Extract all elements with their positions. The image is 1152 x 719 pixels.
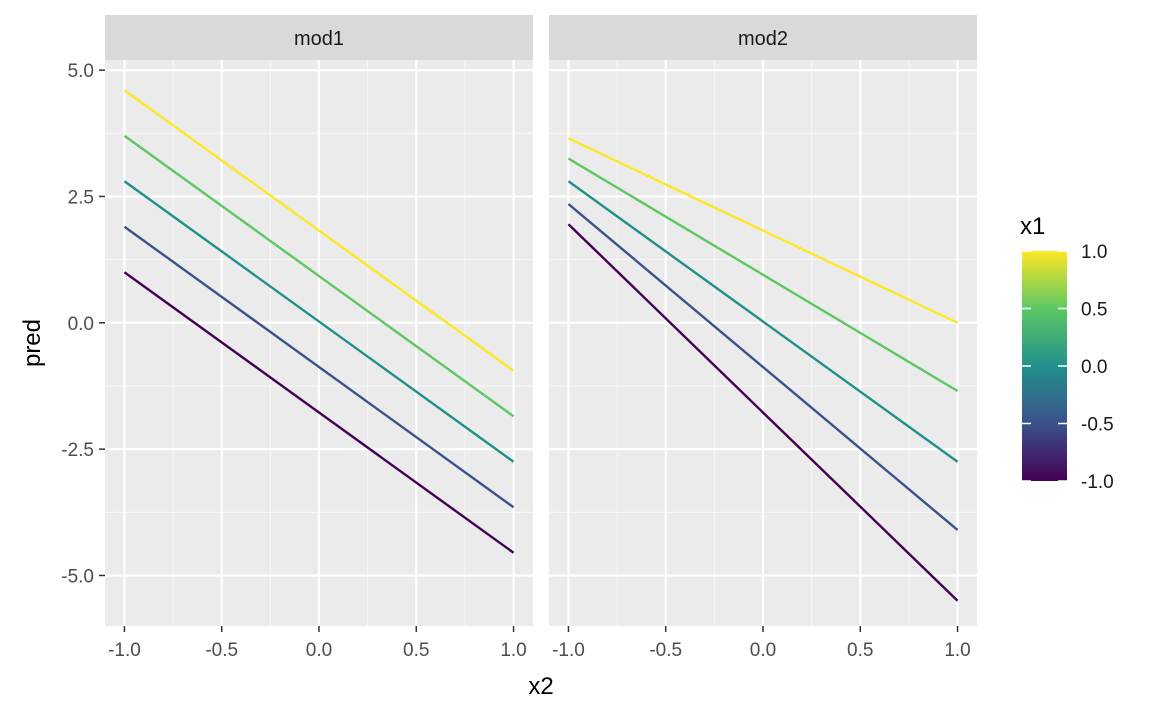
legend: x1 1.0 0.5 0.0 -0.5 -1.0 (1020, 213, 1114, 493)
x-tick-label: -1.0 (552, 640, 585, 661)
facet-strip-label-mod2: mod2 (738, 28, 788, 50)
gridlines-mod2 (549, 60, 977, 626)
series-line-x1-1 (567, 137, 959, 324)
series-line-x1-1 (123, 89, 515, 372)
series-line-x1--0_5 (567, 203, 959, 531)
x-tick-label: -1.0 (108, 640, 141, 661)
x-axis-title: x2 (528, 673, 553, 700)
facet-strip-label-mod1: mod1 (294, 28, 344, 50)
series-line-x1-0_5 (567, 157, 959, 393)
series-line-x1-0 (567, 180, 959, 463)
x-tick-label: 1.0 (500, 640, 526, 661)
legend-title: x1 (1020, 213, 1045, 240)
legend-tick-label: -0.5 (1081, 415, 1114, 436)
facet-strip-mod1 (105, 15, 533, 60)
x-axis-mod1: -1.0 -0.5 0.0 0.5 1.0 (108, 626, 527, 661)
x-axis-mod2: -1.0 -0.5 0.0 0.5 1.0 (552, 626, 971, 661)
legend-ticks: 1.0 0.5 0.0 -0.5 -1.0 (1022, 242, 1114, 493)
series-line-x1--1 (123, 271, 515, 554)
legend-tick-label: 0.5 (1081, 300, 1107, 321)
series-line-x1-0 (123, 180, 515, 463)
series-line-x1--0_5 (123, 225, 515, 509)
x-tick-label: -0.5 (205, 640, 238, 661)
facet-mod1: mod1 (105, 15, 533, 626)
y-axis-title: pred (19, 319, 46, 367)
x-tick-label: 0.5 (403, 640, 429, 661)
y-tick-label: 2.5 (68, 187, 94, 208)
x-tick-label: 0.0 (750, 640, 776, 661)
facet-mod2: mod2 (549, 15, 977, 626)
y-tick-label: -2.5 (61, 440, 94, 461)
x-tick-label: 0.5 (847, 640, 873, 661)
facet-strip-mod2 (549, 15, 977, 60)
y-tick-label: -5.0 (61, 566, 94, 587)
x-tick-label: -0.5 (649, 640, 682, 661)
legend-tick-label: -1.0 (1081, 472, 1114, 493)
x-tick-label: 1.0 (944, 640, 970, 661)
series-lines-mod2 (567, 137, 959, 602)
legend-tick-label: 1.0 (1081, 242, 1107, 263)
series-line-x1-0_5 (123, 134, 515, 418)
series-lines-mod1 (123, 89, 515, 554)
y-tick-label: 0.0 (68, 314, 94, 335)
x-tick-label: 0.0 (306, 640, 332, 661)
y-axis: 5.0 2.5 0.0 -2.5 -5.0 (61, 61, 105, 587)
y-tick-label: 5.0 (68, 61, 94, 82)
series-line-x1--1 (567, 223, 959, 602)
legend-tick-label: 0.0 (1081, 357, 1107, 378)
